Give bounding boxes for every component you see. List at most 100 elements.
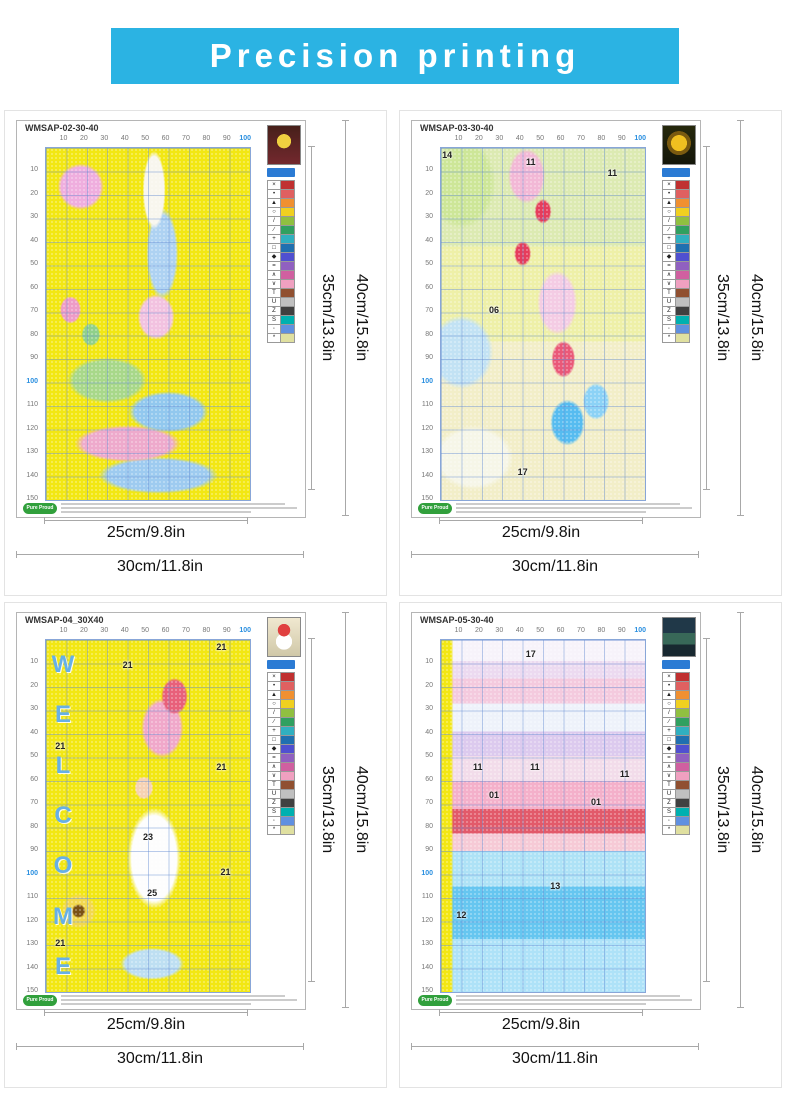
legend-color-swatch: [281, 334, 294, 342]
stitch-count-label: 06: [489, 304, 500, 315]
legend-row: +: [268, 727, 294, 736]
legend-row: ▲: [268, 691, 294, 700]
ruler-number: 10: [425, 658, 433, 666]
legend-row: ∨: [268, 280, 294, 289]
ruler-number: 20: [475, 135, 483, 142]
dim-line: [308, 146, 315, 490]
legend-symbol: ∕: [663, 718, 676, 726]
legend-symbol: ◦: [663, 325, 676, 333]
legend-symbol: Z: [268, 799, 281, 807]
welcome-letter: E: [54, 952, 71, 980]
ruler-number: 90: [617, 627, 626, 634]
legend-row: ◆: [268, 745, 294, 754]
legend-row: ◦: [663, 817, 689, 826]
legend-symbol: T: [663, 781, 676, 789]
ruler-number: 110: [421, 401, 433, 409]
legend-color-swatch: [281, 199, 294, 207]
symbol-annotations: 17 11 11 11 01 01 13 12: [441, 640, 645, 992]
legend-symbol: ∧: [663, 763, 676, 771]
height-dim-outer: 40cm/15.8in: [737, 612, 765, 1008]
legend-row: ◆: [663, 253, 689, 262]
grid-lines: [46, 148, 250, 500]
legend-symbol: ∕: [268, 226, 281, 234]
legend-row: □: [268, 736, 294, 745]
dim-label-width-outer: 30cm/11.8in: [117, 558, 203, 575]
legend-symbol: ○: [663, 208, 676, 216]
height-dim-inner: 35cm/13.8in: [308, 638, 336, 982]
ruler-number: 30: [30, 213, 38, 221]
dim-label-width-outer: 30cm/11.8in: [512, 558, 598, 575]
legend-symbol: ○: [268, 208, 281, 216]
legend-color-swatch: [281, 772, 294, 780]
legend-symbol: *: [663, 826, 676, 834]
legend-color-swatch: [676, 745, 689, 753]
legend-color-swatch: [281, 682, 294, 690]
ruler-number: 110: [421, 893, 433, 901]
legend-symbol: S: [663, 808, 676, 816]
legend-color-swatch: [676, 790, 689, 798]
ruler-number: 130: [26, 940, 38, 948]
legend-column: × • ▲ ○ / ∕ + □ ◆ = ∧ ∨ T U Z S ◦ *: [648, 617, 696, 835]
note-text-lines: [61, 503, 299, 513]
legend-row: *: [268, 334, 294, 343]
legend-color-swatch: [676, 673, 689, 681]
legend-color-swatch: [676, 772, 689, 780]
legend-color-swatch: [281, 763, 294, 771]
legend-color-swatch: [676, 199, 689, 207]
dim-label-width-outer: 30cm/11.8in: [117, 1050, 203, 1067]
stitch-count-label: 21: [216, 761, 227, 772]
chart-sheet: WMSAP-04_30X40 10 20 30 40 50 60 70 80 90 100 10 2…: [16, 612, 306, 1010]
legend-symbol: ○: [663, 700, 676, 708]
pattern-chart-panel: WMSAP-03-30-40 10 20 30 40 50 60 70 80 90 100 10 2…: [395, 108, 790, 600]
legend-row: ○: [663, 700, 689, 709]
ruler-number: 60: [161, 627, 170, 634]
legend-color-swatch: [281, 799, 294, 807]
ruler-number: 90: [222, 135, 231, 142]
legend-symbol: *: [268, 334, 281, 342]
panel-frame: [4, 602, 387, 1088]
ruler-number: 100: [239, 627, 252, 634]
width-dim-outer: 30cm/11.8in: [411, 1043, 699, 1068]
legend-symbol: ◦: [268, 325, 281, 333]
ruler-number: 60: [425, 775, 433, 783]
legend-row: ∧: [663, 763, 689, 772]
grid-lines: [46, 640, 250, 992]
ruler-number: 100: [26, 377, 38, 385]
ruler-number: 50: [30, 260, 38, 268]
legend-row: S: [663, 808, 689, 817]
ruler-number: 20: [475, 627, 483, 634]
stitch-count-label: 14: [442, 150, 453, 161]
legend-row: ◦: [663, 325, 689, 334]
legend-row: ○: [663, 208, 689, 217]
stitch-count-label: 17: [517, 466, 528, 477]
legend-color-swatch: [281, 253, 294, 261]
legend-symbol: T: [268, 781, 281, 789]
legend-symbol: •: [268, 190, 281, 198]
ruler-number: 10: [454, 627, 463, 634]
legend-symbol: ∧: [663, 271, 676, 279]
legend-row: ∕: [663, 718, 689, 727]
ruler-number: 140: [26, 963, 38, 971]
legend-row: /: [663, 709, 689, 718]
ruler-number: 80: [597, 135, 606, 142]
legend-color-swatch: [676, 298, 689, 306]
legend-symbol: □: [663, 244, 676, 252]
legend-symbol: ×: [663, 673, 676, 681]
ruler-number: 60: [425, 283, 433, 291]
legend-symbol: U: [663, 298, 676, 306]
legend-color-swatch: [676, 826, 689, 834]
legend-row: *: [663, 334, 689, 343]
ruler-number: 70: [182, 627, 190, 634]
legend-row: S: [663, 316, 689, 325]
legend-row: ○: [268, 208, 294, 217]
header-banner: Precision printing: [111, 28, 679, 84]
legend-row: U: [663, 298, 689, 307]
legend-color-swatch: [281, 727, 294, 735]
ruler-number: 40: [425, 728, 433, 736]
legend-color-swatch: [676, 334, 689, 342]
stitch-texture: [46, 148, 250, 500]
note-text-lines: [456, 503, 694, 513]
ruler-number: 90: [425, 846, 433, 854]
ruler-number: 90: [617, 135, 626, 142]
